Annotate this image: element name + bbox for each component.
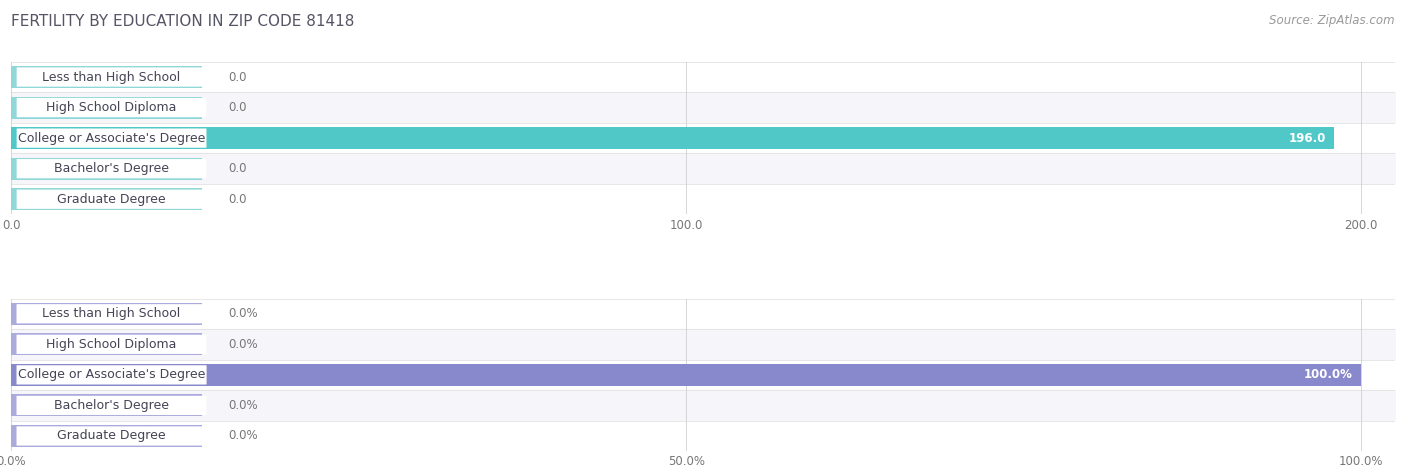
Text: High School Diploma: High School Diploma xyxy=(46,338,177,351)
Text: 0.0: 0.0 xyxy=(228,162,247,175)
FancyBboxPatch shape xyxy=(17,335,207,354)
Text: 0.0%: 0.0% xyxy=(228,307,259,320)
FancyBboxPatch shape xyxy=(17,159,207,178)
Text: 0.0%: 0.0% xyxy=(228,338,259,351)
Text: 0.0%: 0.0% xyxy=(228,399,259,412)
Bar xyxy=(11,96,202,119)
Text: Bachelor's Degree: Bachelor's Degree xyxy=(53,162,169,175)
Text: Graduate Degree: Graduate Degree xyxy=(58,429,166,443)
Text: Less than High School: Less than High School xyxy=(42,70,181,84)
Text: 0.0: 0.0 xyxy=(228,101,247,114)
Text: 0.0: 0.0 xyxy=(228,70,247,84)
Bar xyxy=(11,394,202,417)
Text: Less than High School: Less than High School xyxy=(42,307,181,320)
FancyBboxPatch shape xyxy=(17,396,207,415)
Bar xyxy=(11,66,202,88)
Bar xyxy=(11,364,1361,386)
FancyBboxPatch shape xyxy=(17,365,207,384)
Bar xyxy=(11,158,202,180)
Text: College or Associate's Degree: College or Associate's Degree xyxy=(18,369,205,381)
Text: 196.0: 196.0 xyxy=(1288,132,1326,144)
Bar xyxy=(11,188,202,210)
Text: 100.0%: 100.0% xyxy=(1303,369,1353,381)
Text: College or Associate's Degree: College or Associate's Degree xyxy=(18,132,205,144)
Text: Source: ZipAtlas.com: Source: ZipAtlas.com xyxy=(1270,14,1395,27)
FancyBboxPatch shape xyxy=(17,427,207,446)
Bar xyxy=(11,303,202,325)
FancyBboxPatch shape xyxy=(17,129,207,148)
Text: Bachelor's Degree: Bachelor's Degree xyxy=(53,399,169,412)
Text: FERTILITY BY EDUCATION IN ZIP CODE 81418: FERTILITY BY EDUCATION IN ZIP CODE 81418 xyxy=(11,14,354,29)
Text: High School Diploma: High School Diploma xyxy=(46,101,177,114)
FancyBboxPatch shape xyxy=(17,190,207,209)
Text: 0.0%: 0.0% xyxy=(228,429,259,443)
FancyBboxPatch shape xyxy=(17,98,207,117)
FancyBboxPatch shape xyxy=(17,67,207,86)
Text: 0.0: 0.0 xyxy=(228,193,247,206)
Bar xyxy=(11,127,1334,149)
Bar xyxy=(11,333,202,355)
Text: Graduate Degree: Graduate Degree xyxy=(58,193,166,206)
FancyBboxPatch shape xyxy=(17,304,207,323)
Bar xyxy=(11,425,202,447)
